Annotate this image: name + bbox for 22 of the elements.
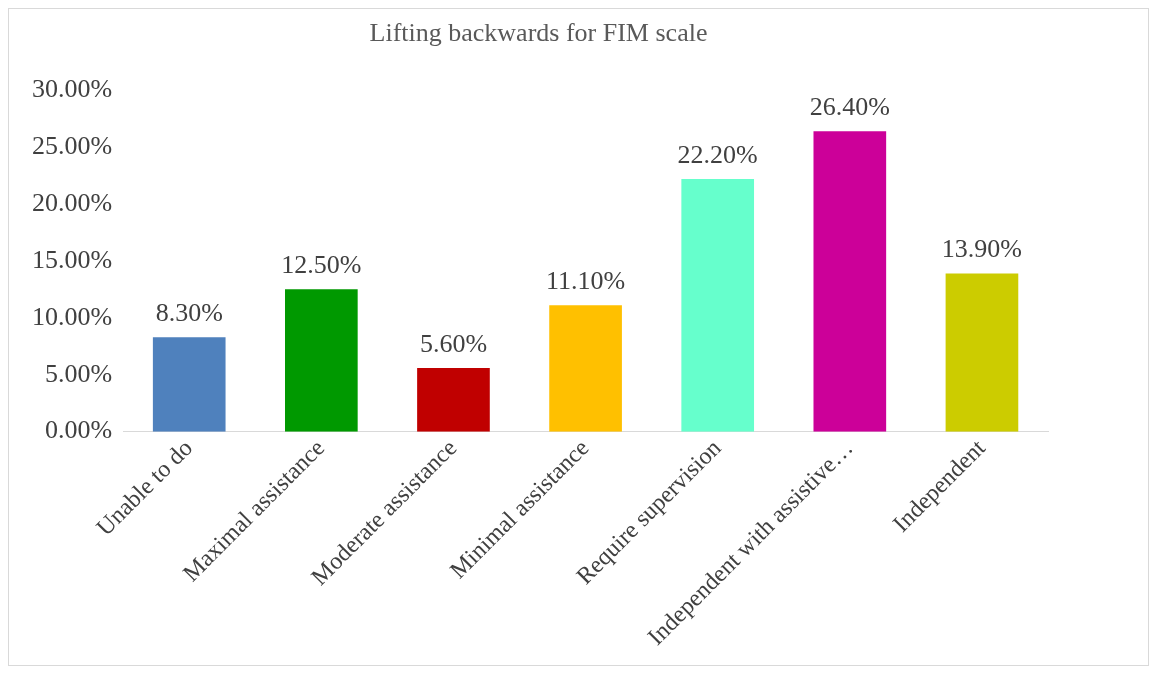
bar	[813, 131, 887, 432]
data-label: 26.40%	[809, 92, 890, 121]
bar	[285, 289, 358, 432]
y-tick-label: 25.00%	[31, 130, 113, 160]
data-label: 8.30%	[155, 297, 223, 327]
bar	[417, 367, 490, 432]
y-tick-label: 10.00%	[31, 301, 113, 331]
y-tick-label: 0.00%	[44, 415, 113, 445]
y-tick-label: 5.00%	[44, 358, 113, 388]
y-tick-label: 20.00%	[31, 187, 113, 217]
bar	[152, 337, 226, 432]
bar	[681, 178, 755, 432]
data-label: 13.90%	[941, 234, 1023, 264]
y-tick-label: 15.00%	[31, 244, 113, 274]
bar	[945, 273, 1019, 432]
bar	[549, 305, 622, 432]
data-label: 11.10%	[545, 266, 626, 296]
data-label: 12.50%	[281, 250, 362, 280]
data-label: 5.60%	[419, 328, 488, 358]
data-label: 22.20%	[677, 139, 758, 169]
y-tick-label: 30.00%	[31, 74, 113, 104]
chart-title: Lifting backwards for FIM scale	[369, 18, 708, 48]
